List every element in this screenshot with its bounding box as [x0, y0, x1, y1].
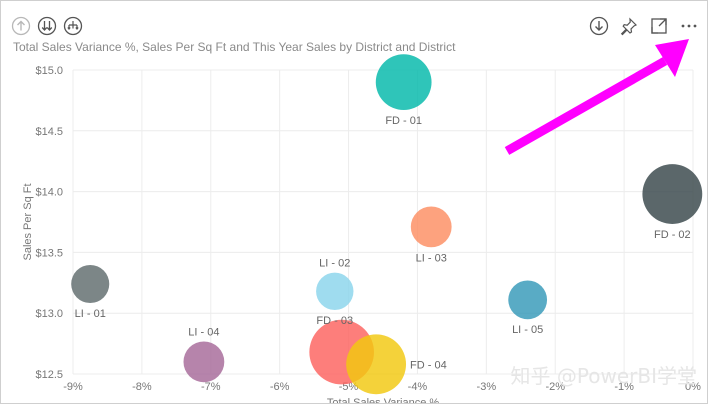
- x-axis-ticks: -9% -8% -7% -6% -5% -4% -3% -2% -1% 0%: [63, 381, 701, 393]
- x-tick-label: -1%: [614, 381, 634, 393]
- bubbles: [71, 54, 703, 395]
- bubble-point: [346, 334, 407, 395]
- y-tick-label: $15.0: [35, 65, 63, 77]
- drill-down-all-icon[interactable]: [37, 16, 57, 36]
- x-tick-label: -3%: [477, 381, 497, 393]
- watermark-text: 知乎 @PowerBI学堂: [510, 364, 697, 388]
- bubble-label: LI - 05: [512, 324, 543, 336]
- bubble-point: [375, 54, 432, 111]
- download-circle-icon[interactable]: [589, 16, 609, 36]
- visual-header-actions: [589, 16, 699, 36]
- y-tick-label: $14.0: [35, 187, 63, 199]
- y-tick-label: $13.5: [35, 247, 63, 259]
- bubble-label: LI - 01: [75, 308, 106, 320]
- bubble-point: [183, 341, 225, 383]
- bubble-label: LI - 04: [188, 326, 219, 338]
- x-axis-title: Total Sales Variance %: [327, 397, 440, 403]
- expand-hierarchy-icon[interactable]: [63, 16, 83, 36]
- x-tick-label: -2%: [545, 381, 565, 393]
- x-tick-label: -9%: [63, 381, 83, 393]
- y-axis-ticks: $12.5 $13.0 $13.5 $14.0 $14.5 $15.0: [35, 65, 63, 381]
- y-axis-title: Sales Per Sq Ft: [22, 183, 34, 260]
- grid-lines: [72, 69, 694, 375]
- arrow-shaft: [504, 57, 668, 155]
- bubble-point: [316, 272, 354, 311]
- x-tick-label: 0%: [685, 381, 701, 393]
- bubble-point: [71, 264, 110, 304]
- drill-controls: [11, 16, 83, 36]
- chart-title: Total Sales Variance %, Sales Per Sq Ft …: [13, 40, 456, 54]
- x-tick-label: -8%: [132, 381, 152, 393]
- more-options-icon[interactable]: [679, 16, 699, 36]
- x-tick-label: -7%: [201, 381, 221, 393]
- y-tick-label: $12.5: [35, 369, 63, 381]
- bubble-point: [642, 164, 703, 224]
- bubble-labels: FD - 01 FD - 02 LI - 03 LI - 01 LI - 02 FD - …: [75, 115, 691, 371]
- x-tick-label: -6%: [270, 381, 290, 393]
- annotation-arrow: [504, 39, 689, 155]
- bubble-label: LI - 02: [319, 258, 350, 270]
- bubble-point: [410, 206, 452, 248]
- pin-icon[interactable]: [619, 16, 639, 36]
- bubble-label: LI - 03: [416, 252, 447, 264]
- bubble-label: FD - 03: [316, 315, 353, 327]
- bubble-point: [508, 280, 548, 320]
- y-tick-label: $14.5: [35, 126, 63, 138]
- bubble-label: FD - 02: [654, 229, 691, 241]
- arrow-head: [655, 39, 689, 77]
- y-tick-label: $13.0: [35, 308, 63, 320]
- bubble-label: FD - 04: [410, 359, 447, 371]
- drill-up-icon[interactable]: [11, 16, 31, 36]
- focus-mode-icon[interactable]: [649, 16, 669, 36]
- x-tick-label: -4%: [408, 381, 428, 393]
- bubble-label: FD - 01: [385, 115, 422, 127]
